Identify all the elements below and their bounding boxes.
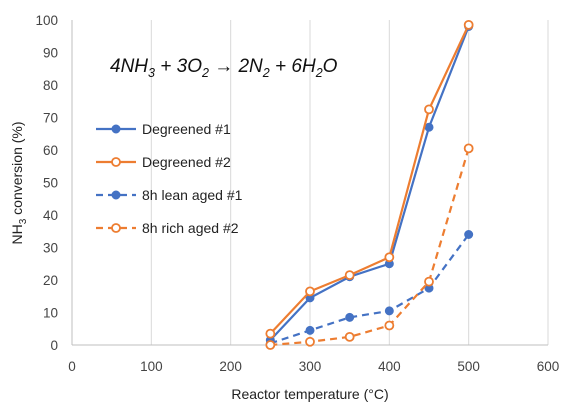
legend-item-3: 8h rich aged #2 (96, 220, 239, 236)
y-tick-label-2: 20 (43, 273, 58, 288)
series-1 (265, 19, 474, 339)
series-line-2 (269, 233, 470, 345)
equation-part-5: → (214, 56, 233, 77)
x-axis-title: Reactor temperature (°C) (231, 386, 388, 402)
y-axis-title-main: NH (9, 224, 25, 244)
series-line-0 (269, 26, 470, 341)
point-3-1 (305, 336, 315, 347)
series-2 (265, 230, 474, 348)
y-tick-label-4: 40 (43, 208, 58, 223)
legend-label-1: Degreened #2 (142, 154, 231, 170)
point-1-4 (424, 104, 434, 115)
point-3-0 (265, 340, 276, 350)
legend-item-1: Degreened #2 (96, 154, 231, 170)
y-tick-labels: 0 10 20 30 40 50 60 70 80 90 100 (35, 13, 58, 353)
y-tick-label-8: 80 (43, 78, 58, 93)
legend-item-0: Degreened #1 (96, 121, 231, 137)
equation-part-8: + 6H (270, 56, 316, 77)
y-tick-label-10: 100 (35, 13, 58, 28)
legend-marker-3 (111, 223, 121, 233)
point-1-3 (384, 252, 395, 263)
series-line-3 (270, 148, 470, 347)
equation-part-10: O (323, 56, 338, 77)
point-2-1 (305, 325, 315, 335)
y-tick-label-1: 10 (43, 306, 58, 321)
legend: Degreened #1 Degreened #2 8h lean aged #1 8… (96, 121, 243, 236)
point-2-5 (464, 230, 474, 239)
legend-marker-1 (111, 157, 121, 167)
point-3-5 (463, 143, 474, 154)
y-tick-label-7: 70 (43, 111, 58, 126)
equation-part-0: 4NH (110, 56, 148, 77)
legend-marker-0 (111, 124, 121, 134)
equation-part-1: 3 (148, 66, 155, 80)
y-axis-title: NH3 conversion (%) (9, 121, 29, 244)
series-3 (265, 143, 474, 350)
point-3-4 (424, 276, 434, 287)
x-tick-label-3: 300 (299, 359, 322, 374)
equation-part-7: 2 (262, 66, 270, 80)
series-group (265, 19, 474, 350)
y-tick-label-9: 90 (43, 46, 58, 61)
point-1-0 (265, 328, 276, 339)
point-1-5 (463, 19, 474, 30)
equation-part-6: 2N (233, 56, 263, 77)
x-tick-label-2: 200 (219, 359, 242, 374)
point-2-2 (345, 312, 355, 322)
y-tick-label-0: 0 (50, 338, 58, 353)
x-tick-label-5: 500 (457, 359, 480, 374)
y-axis-title-rest: conversion (%) (9, 121, 25, 218)
y-tick-label-5: 50 (43, 176, 58, 191)
y-tick-label-3: 30 (43, 241, 58, 256)
legend-marker-2 (111, 190, 121, 200)
x-tick-label-4: 400 (378, 359, 401, 374)
legend-label-3: 8h rich aged #2 (142, 220, 239, 236)
point-2-3 (384, 306, 394, 316)
y-axis-title-sub: 3 (18, 218, 29, 224)
legend-label-0: Degreened #1 (142, 121, 231, 137)
x-tick-label-0: 0 (68, 359, 76, 374)
x-tick-labels: 0 100 200 300 400 500 600 (68, 359, 559, 374)
equation-part-9: 2 (315, 66, 323, 80)
point-0-4 (424, 122, 434, 132)
legend-label-2: 8h lean aged #1 (142, 187, 243, 203)
x-tick-label-6: 600 (537, 359, 560, 374)
point-3-3 (384, 320, 395, 331)
point-3-2 (344, 331, 355, 342)
point-1-1 (305, 286, 315, 297)
y-tick-label-6: 60 (43, 143, 58, 158)
grid-lines (150, 20, 549, 345)
x-tick-label-1: 100 (140, 359, 163, 374)
equation-part-2: + 3O (155, 56, 202, 77)
legend-item-2: 8h lean aged #1 (96, 187, 243, 203)
series-line-1 (269, 24, 470, 335)
reaction-equation: 4NH3 + 3O2 → 2N2 + 6H2O (110, 56, 338, 80)
point-1-2 (344, 270, 355, 281)
equation-part-3: 2 (201, 66, 209, 80)
